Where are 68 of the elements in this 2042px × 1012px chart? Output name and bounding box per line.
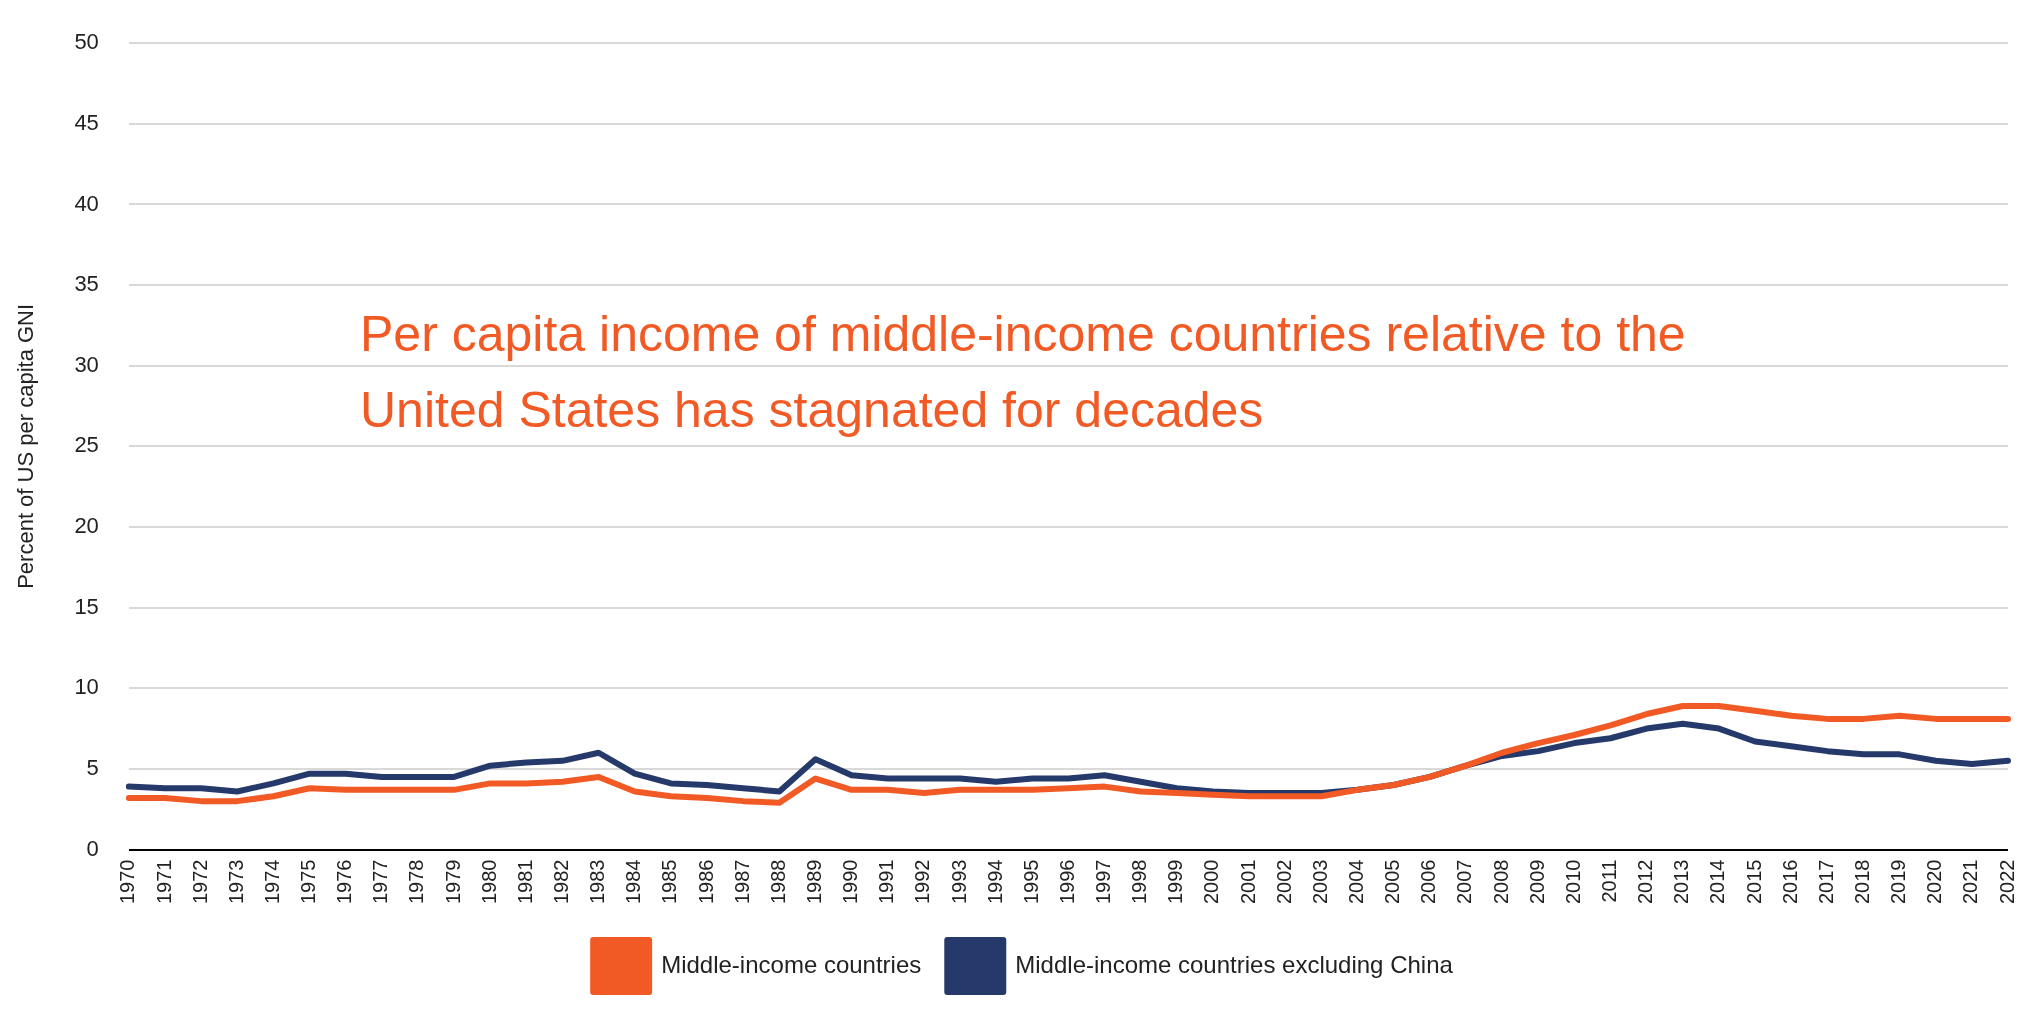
x-tick-label: 1999: [1164, 859, 1187, 905]
x-tick-label: 1983: [586, 859, 609, 905]
y-tick-label: 20: [74, 513, 99, 539]
y-tick-label: 10: [74, 674, 99, 700]
y-tick-label: 5: [86, 754, 99, 780]
legend-label: Middle-income countries excluding China: [1015, 950, 1454, 978]
x-tick-label: 1978: [405, 859, 428, 905]
y-tick-label: 25: [74, 432, 99, 458]
x-tick-label: 1970: [116, 859, 139, 905]
x-tick-label: 1980: [477, 859, 500, 905]
x-tick-label: 2018: [1850, 859, 1873, 905]
x-tick-label: 2017: [1814, 859, 1837, 905]
x-tick-label: 1994: [983, 859, 1006, 905]
x-tick-label: 2011: [1598, 859, 1621, 903]
x-tick-label: 1982: [550, 859, 573, 905]
x-tick-label: 2006: [1417, 859, 1440, 905]
x-tick-label: 2000: [1200, 859, 1223, 905]
x-tick-label: 2005: [1381, 859, 1404, 905]
x-tick-label: 1976: [333, 859, 356, 905]
y-tick-label: 50: [74, 29, 99, 55]
x-tick-label: 1975: [297, 859, 320, 905]
x-tick-label: 1971: [152, 859, 175, 905]
x-tick-label: 2003: [1308, 859, 1331, 905]
x-tick-label: 2010: [1561, 859, 1584, 905]
x-tick-label: 1973: [224, 859, 247, 905]
x-tick-label: 2016: [1778, 859, 1801, 905]
y-tick-label: 40: [74, 190, 99, 216]
x-tick-label: 1974: [260, 859, 283, 905]
y-tick-label: 0: [86, 835, 99, 861]
x-tick-label: 1996: [1055, 859, 1078, 905]
x-tick-label: 2021: [1959, 859, 1982, 905]
x-tick-label: 2020: [1923, 859, 1946, 905]
x-tick-label: 2015: [1742, 859, 1765, 905]
x-tick-label: 2009: [1525, 859, 1548, 905]
x-tick-label: 1977: [369, 859, 392, 905]
x-tick-label: 1989: [802, 859, 825, 905]
y-axis-title: Percent of US per capita GNI: [13, 303, 39, 589]
text: Per capita income of middle-income countries relative to the United States has stagnated for decades: [360, 306, 1686, 439]
x-tick-label: 1995: [1019, 859, 1042, 905]
x-tick-label: 2002: [1272, 859, 1295, 905]
y-tick-label: 45: [74, 109, 99, 135]
x-tick-label: 1981: [513, 859, 536, 905]
x-tick-label: 1993: [947, 859, 970, 905]
x-tick-label: 1991: [875, 859, 898, 905]
x-tick-label: 2019: [1887, 859, 1910, 905]
x-tick-label: 2001: [1236, 859, 1259, 905]
x-tick-label: 2004: [1345, 859, 1368, 905]
x-tick-label: 2022: [1995, 859, 2018, 905]
x-tick-label: 1998: [1128, 859, 1151, 905]
x-tick-label: 2013: [1670, 859, 1693, 905]
y-tick-label: 30: [74, 351, 99, 377]
x-tick-label: 1997: [1092, 859, 1115, 905]
y-tick-label: 15: [74, 593, 99, 619]
x-tick-label: 1987: [730, 859, 753, 905]
x-tick-label: 1988: [766, 859, 789, 905]
x-tick-label: 2012: [1634, 859, 1657, 905]
x-tick-label: 2008: [1489, 859, 1512, 905]
legend-label: Middle-income countries: [661, 950, 922, 978]
x-tick-label: 1992: [911, 859, 934, 905]
x-tick-label: 1979: [441, 859, 464, 905]
x-tick-label: 1986: [694, 859, 717, 905]
y-tick-label: 35: [74, 271, 99, 297]
x-tick-label: 2007: [1453, 859, 1476, 905]
x-tick-label: 1990: [839, 859, 862, 905]
x-tick-label: 1972: [188, 859, 211, 905]
x-tick-label: 1984: [622, 859, 645, 905]
x-tick-label: 2014: [1706, 859, 1729, 905]
x-tick-label: 1985: [658, 859, 681, 905]
